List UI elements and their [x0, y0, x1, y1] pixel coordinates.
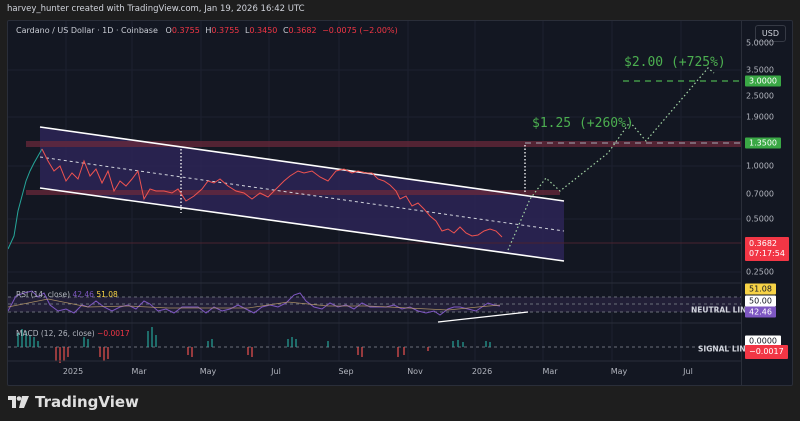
price-tick: 5.0000 [746, 38, 774, 48]
rsi-ma-badge: 51.08 [745, 283, 776, 295]
rsi-value-badge: 42.46 [745, 306, 776, 318]
high-value: 0.3755 [211, 26, 240, 35]
macd-name: MACD (12, 26, close) [16, 329, 95, 338]
price-tick: 0.7000 [746, 189, 774, 199]
change-value: −0.0075 (−2.00%) [322, 26, 398, 35]
time-tick: Mar [131, 367, 147, 376]
time-tick: Jul [683, 367, 693, 376]
low-value: 0.3450 [249, 26, 278, 35]
tradingview-logo-icon [8, 396, 29, 408]
time-tick: May [199, 367, 217, 376]
time-tick: May [610, 367, 628, 376]
time-tick: 2025 [62, 367, 84, 376]
target-high-badge: 3.0000 [745, 75, 781, 87]
price-tick: 1.9000 [746, 112, 774, 122]
neutral-line-label: NEUTRAL LINE [691, 305, 752, 315]
rsi-mid-badge: 50.00 [745, 295, 776, 307]
macd-zero-badge: 0.0000 [745, 335, 781, 347]
target-mid-badge: 1.3500 [745, 137, 781, 149]
open-value: 0.3755 [171, 26, 200, 35]
price-tick: 3.5000 [746, 65, 774, 75]
target-1-label: $1.25 (+260%) [532, 116, 634, 131]
last-price: 0.3682 [749, 239, 777, 248]
time-tick: Nov [407, 367, 423, 376]
price-axis[interactable] [741, 21, 742, 385]
rsi-ma-value: 51.08 [96, 290, 118, 299]
chart-frame[interactable]: Cardano / US Dollar · 1D · Coinbase O0.3… [7, 20, 793, 386]
rsi-value: 42.46 [72, 290, 94, 299]
currency-selector[interactable]: USD [754, 25, 786, 42]
close-value: 0.3682 [288, 26, 317, 35]
time-tick: Mar [542, 367, 558, 376]
price-chart-canvas[interactable] [8, 21, 793, 386]
brand-name: TradingView [35, 393, 139, 411]
rsi-name: RSI (14, close) [16, 290, 71, 299]
signal-line-label: SIGNAL LINE [698, 344, 751, 354]
bar-countdown: 07:17:54 [749, 249, 785, 258]
price-tick: 0.2500 [746, 267, 774, 277]
symbol-title: Cardano / US Dollar · 1D · Coinbase [16, 26, 158, 35]
time-tick: Jul [271, 367, 281, 376]
rsi-legend: RSI (14, close) 42.46 51.08 [16, 290, 118, 299]
target-2-label: $2.00 (+725%) [624, 55, 726, 70]
tradingview-brand[interactable]: TradingView [8, 393, 139, 411]
macd-legend: MACD (12, 26, close) −0.0017 [16, 329, 130, 338]
price-tick: 0.5000 [746, 214, 774, 224]
price-tick: 2.5000 [746, 91, 774, 101]
price-tick: 1.0000 [746, 161, 774, 171]
last-price-badge: 0.3682 07:17:54 [745, 237, 789, 261]
chart-credit: harvey_hunter created with TradingView.c… [7, 4, 305, 14]
time-tick: Sep [338, 367, 354, 376]
macd-value-badge: −0.0017 [745, 345, 788, 359]
time-tick: 2026 [471, 367, 493, 376]
symbol-legend: Cardano / US Dollar · 1D · Coinbase O0.3… [16, 26, 398, 35]
macd-value: −0.0017 [97, 329, 130, 338]
